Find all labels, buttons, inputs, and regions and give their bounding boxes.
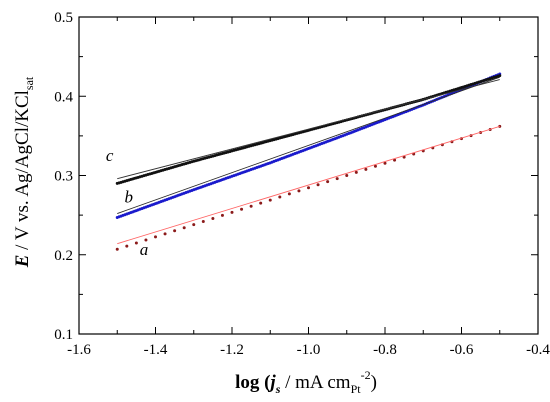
x-tick-label: -1.6 <box>67 342 91 358</box>
y-tick-label: 0.1 <box>54 327 73 343</box>
y-tick-label: 0.3 <box>54 169 73 185</box>
fit-line-a <box>117 125 500 245</box>
data-point <box>287 192 291 196</box>
data-point <box>326 180 330 184</box>
x-tick-label: -0.8 <box>373 342 397 358</box>
data-point <box>125 244 129 248</box>
data-point <box>383 161 387 165</box>
y-tick-label: 0.5 <box>54 10 73 26</box>
x-tick-label: -1.2 <box>220 342 244 358</box>
y-axis-title: E / V vs. Ag/AgCl/KClsat <box>12 76 36 268</box>
data-point <box>134 241 138 245</box>
x-axis-title: log (js / mA cmPt-2) <box>235 368 377 396</box>
curve-label-c: c <box>106 146 114 165</box>
data-point <box>173 229 177 233</box>
fit-line-b <box>117 76 500 214</box>
data-point <box>498 74 502 78</box>
y-tick-label: 0.2 <box>54 248 73 264</box>
data-point <box>182 226 186 230</box>
data-point <box>201 220 205 224</box>
data-point <box>240 207 244 211</box>
data-point <box>115 247 119 251</box>
series-b <box>115 72 502 219</box>
data-point <box>364 167 368 171</box>
data-point <box>297 189 301 193</box>
data-point <box>335 177 339 181</box>
data-point <box>354 170 358 174</box>
data-point <box>268 198 272 202</box>
data-point <box>278 195 282 199</box>
curve-label-a: a <box>140 240 149 259</box>
series-c <box>115 74 502 185</box>
fit-line-c <box>117 79 500 180</box>
series-a <box>115 124 502 251</box>
y-tick-label: 0.4 <box>54 89 73 105</box>
data-point <box>192 223 196 227</box>
data-point <box>307 186 310 190</box>
data-point <box>316 183 320 187</box>
x-tick-label: -0.6 <box>450 342 474 358</box>
data-point <box>345 174 349 177</box>
data-point <box>249 204 253 208</box>
data-point <box>393 158 397 162</box>
data-point <box>211 216 215 220</box>
data-point <box>154 235 157 239</box>
data-point <box>373 164 377 168</box>
curve-label-b: b <box>124 187 133 206</box>
data-point <box>144 238 148 242</box>
x-tick-label: -1.0 <box>297 342 321 358</box>
data-point <box>163 232 167 236</box>
data-point <box>498 124 502 128</box>
data-point <box>259 201 263 205</box>
x-tick-label: -1.4 <box>144 342 168 358</box>
data-point <box>220 213 224 217</box>
x-tick-label: -0.4 <box>526 342 550 358</box>
data-point <box>230 210 234 214</box>
